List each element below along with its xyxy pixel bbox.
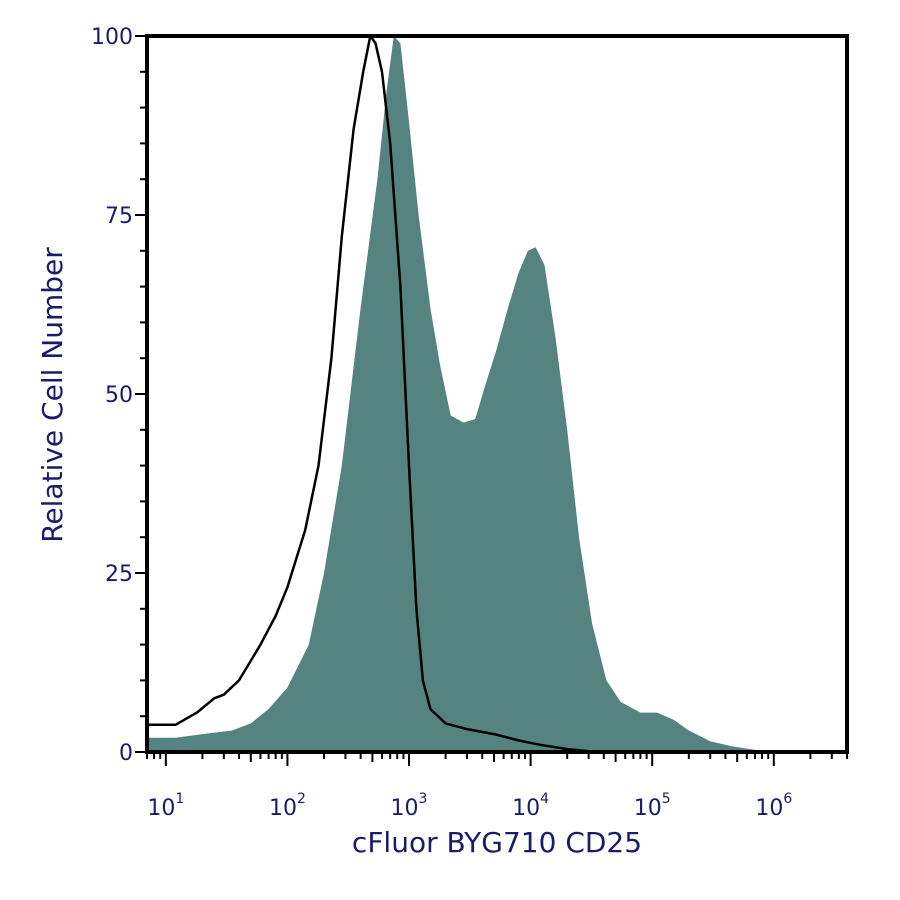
x-tick-label: 102 xyxy=(269,791,306,821)
x-tick-label: 105 xyxy=(634,791,671,821)
y-tick-label: 0 xyxy=(119,741,133,766)
y-tick-label: 75 xyxy=(105,204,133,229)
x-tick-label: 104 xyxy=(512,791,549,821)
series-line-1 xyxy=(147,34,847,754)
x-axis-label: cFluor BYG710 CD25 xyxy=(352,826,642,859)
y-tick-label: 100 xyxy=(91,25,133,50)
y-axis-label: Relative Cell Number xyxy=(36,247,69,543)
y-tick-label: 50 xyxy=(105,383,133,408)
x-tick-label: 106 xyxy=(755,791,792,821)
x-tick-label: 103 xyxy=(391,791,428,821)
x-tick-label: 101 xyxy=(147,791,184,821)
series-fill-0 xyxy=(147,36,847,752)
y-tick-label: 25 xyxy=(105,562,133,587)
